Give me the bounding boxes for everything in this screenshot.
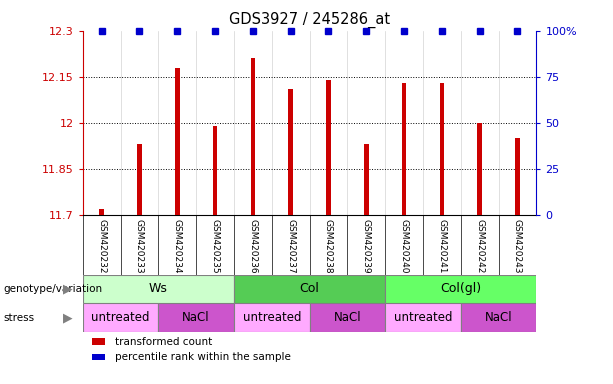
Bar bbox=[478, 123, 482, 215]
Text: NaCl: NaCl bbox=[182, 311, 210, 324]
Text: untreated: untreated bbox=[243, 311, 301, 324]
Bar bbox=[461, 303, 536, 332]
Bar bbox=[175, 68, 180, 215]
Text: GSM420236: GSM420236 bbox=[248, 218, 257, 273]
Bar bbox=[402, 83, 406, 215]
Text: GSM420240: GSM420240 bbox=[400, 218, 409, 273]
Text: GSM420234: GSM420234 bbox=[173, 218, 182, 273]
Text: Ws: Ws bbox=[149, 283, 168, 295]
Text: GSM420241: GSM420241 bbox=[437, 218, 446, 273]
Bar bbox=[385, 275, 536, 303]
Text: GSM420242: GSM420242 bbox=[475, 218, 484, 273]
Bar bbox=[326, 80, 331, 215]
Bar bbox=[251, 58, 255, 215]
Bar bbox=[83, 303, 158, 332]
Text: transformed count: transformed count bbox=[115, 337, 211, 347]
Bar bbox=[137, 144, 142, 215]
Bar bbox=[288, 89, 293, 215]
Bar bbox=[440, 83, 444, 215]
Bar bbox=[364, 144, 368, 215]
Text: Col(gl): Col(gl) bbox=[440, 283, 481, 295]
Text: untreated: untreated bbox=[394, 311, 452, 324]
Bar bbox=[515, 138, 520, 215]
Text: ▶: ▶ bbox=[63, 311, 72, 324]
Text: GSM420233: GSM420233 bbox=[135, 218, 144, 273]
Text: untreated: untreated bbox=[91, 311, 150, 324]
Text: GSM420239: GSM420239 bbox=[362, 218, 371, 273]
Text: genotype/variation: genotype/variation bbox=[3, 284, 102, 294]
Bar bbox=[213, 126, 218, 215]
Bar bbox=[234, 275, 385, 303]
Bar bbox=[385, 303, 461, 332]
Text: stress: stress bbox=[3, 313, 34, 323]
Text: GSM420235: GSM420235 bbox=[210, 218, 219, 273]
Text: Col: Col bbox=[300, 283, 319, 295]
Bar bbox=[310, 303, 385, 332]
Text: GSM420237: GSM420237 bbox=[286, 218, 295, 273]
Text: NaCl: NaCl bbox=[333, 311, 361, 324]
Text: percentile rank within the sample: percentile rank within the sample bbox=[115, 352, 291, 362]
Title: GDS3927 / 245286_at: GDS3927 / 245286_at bbox=[229, 12, 390, 28]
Bar bbox=[92, 354, 105, 361]
Text: GSM420238: GSM420238 bbox=[324, 218, 333, 273]
Text: ▶: ▶ bbox=[63, 283, 72, 295]
Text: GSM420232: GSM420232 bbox=[97, 218, 106, 273]
Bar bbox=[83, 275, 234, 303]
Text: GSM420243: GSM420243 bbox=[513, 218, 522, 273]
Bar bbox=[234, 303, 310, 332]
Bar bbox=[92, 338, 105, 345]
Bar bbox=[99, 209, 104, 215]
Bar bbox=[158, 303, 234, 332]
Text: NaCl: NaCl bbox=[485, 311, 512, 324]
